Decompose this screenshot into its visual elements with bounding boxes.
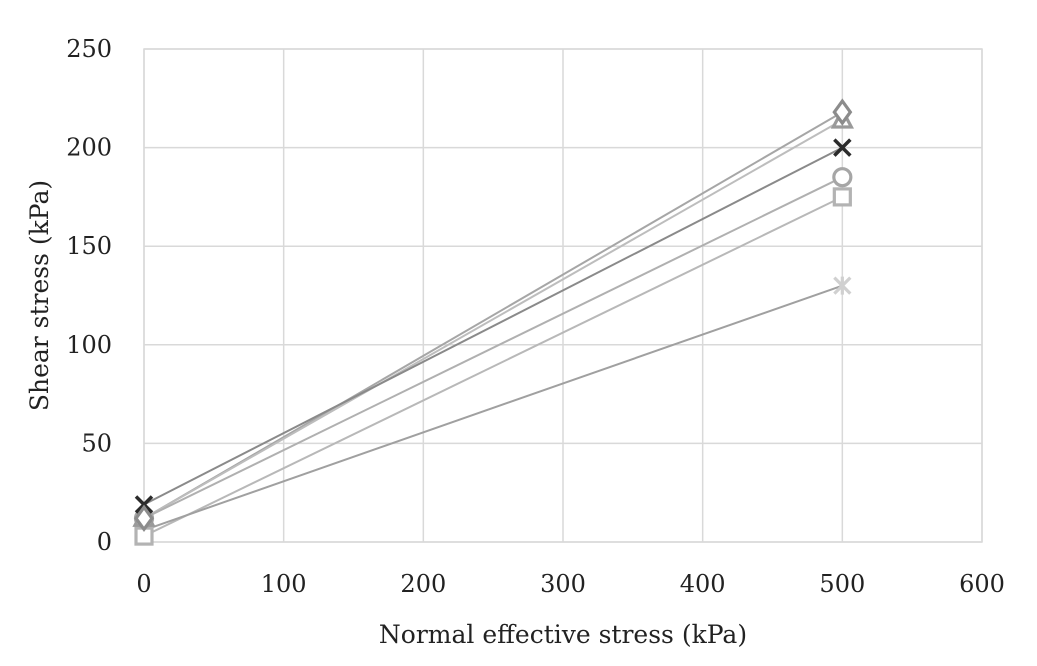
x-tick-label: 500 bbox=[819, 570, 865, 598]
y-tick-label: 100 bbox=[66, 331, 112, 359]
series-5-line bbox=[143, 196, 843, 537]
series-markers bbox=[132, 98, 854, 546]
tick-labels: 0 100 200 300 400 500 600 0 50 100 150 200 250 bbox=[66, 35, 1005, 598]
series-1-marker bbox=[832, 98, 853, 126]
x-tick-label: 100 bbox=[261, 570, 307, 598]
y-tick-label: 200 bbox=[66, 134, 112, 162]
series-6-marker bbox=[833, 276, 852, 295]
y-tick-label: 0 bbox=[97, 528, 112, 556]
y-axis-title: Shear stress (kPa) bbox=[25, 180, 54, 411]
series-1-line bbox=[143, 111, 843, 520]
x-axis-title: Normal effective stress (kPa) bbox=[379, 620, 747, 649]
series-3-marker bbox=[833, 138, 852, 157]
series-lines bbox=[143, 111, 843, 537]
plot-frame bbox=[143, 48, 983, 543]
x-tick-label: 400 bbox=[680, 570, 726, 598]
series-2-line bbox=[143, 119, 843, 520]
series-6-line bbox=[143, 284, 843, 532]
x-tick-label: 200 bbox=[400, 570, 446, 598]
y-tick-label: 50 bbox=[81, 429, 112, 457]
y-tick-label: 150 bbox=[66, 232, 112, 260]
series-3-line bbox=[143, 146, 843, 506]
x-tick-label: 600 bbox=[959, 570, 1005, 598]
series-3-marker bbox=[134, 495, 154, 514]
series-4-line bbox=[143, 176, 843, 520]
x-tick-label: 300 bbox=[540, 570, 586, 598]
series-5-marker bbox=[832, 187, 852, 207]
gridlines bbox=[143, 48, 983, 543]
series-4-marker bbox=[832, 167, 853, 188]
x-tick-label: 0 bbox=[136, 570, 151, 598]
y-tick-label: 250 bbox=[66, 35, 112, 63]
series-1-marker bbox=[134, 504, 154, 533]
